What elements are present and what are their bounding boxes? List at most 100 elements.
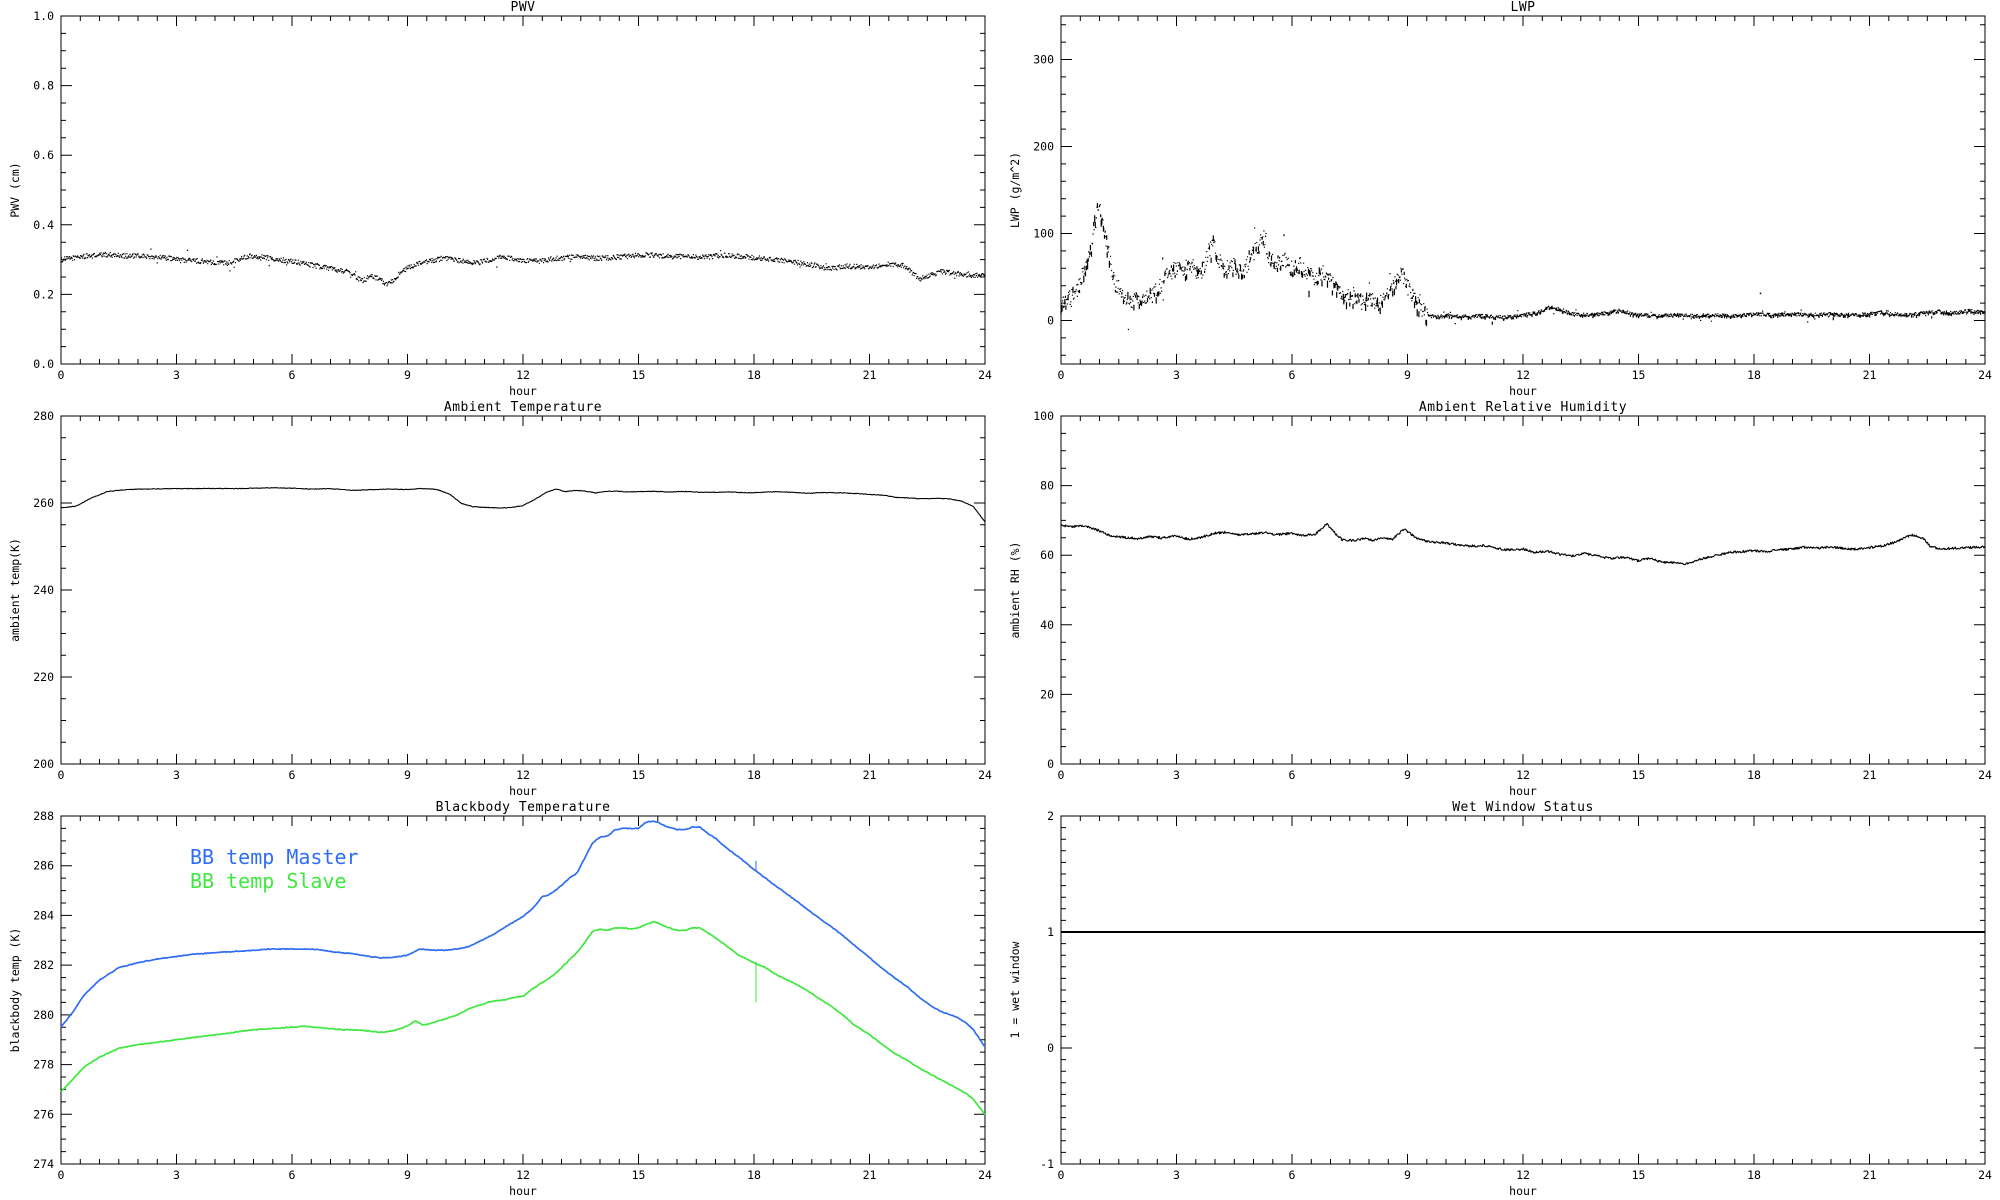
plot-frame [1060, 15, 1986, 365]
y-tick-label: 280 [33, 1008, 54, 1022]
x-tick-label: 24 [1978, 368, 1992, 382]
y-axis-label-ambient-relative-humidity: ambient RH (%) [1008, 542, 1022, 639]
x-axis-label-lwp: hour [1509, 384, 1537, 398]
y-tick-label: 0 [1047, 1041, 1054, 1055]
x-tick-label: 9 [404, 1168, 411, 1182]
y-tick-label: 1.0 [33, 9, 54, 23]
x-tick-label: 9 [1404, 768, 1411, 782]
y-tick-label: 0.8 [33, 79, 54, 93]
x-tick-label: 6 [289, 368, 296, 382]
y-tick-label: 0 [1047, 757, 1054, 771]
x-tick-label: 15 [632, 768, 646, 782]
x-tick-label: 15 [632, 368, 646, 382]
x-axis-label-pwv: hour [509, 384, 537, 398]
plot-area-ambient-relative-humidity: 0 3 6 9 12 15 18 21 24 0 20 40 60 80 100 [1033, 409, 1992, 782]
plot-area-pwv: 0 3 6 9 12 15 18 21 24 0.0 0.2 0.4 0.6 0.8 1.0 [33, 9, 992, 382]
y-tick-label: 282 [33, 958, 54, 972]
legend-item-0: BB temp Master [190, 845, 359, 869]
x-tick-label: 3 [1173, 1168, 1180, 1182]
y-tick-label: 100 [1033, 227, 1054, 241]
axis-ticks [1060, 16, 1986, 364]
series-bb-temp-master [60, 820, 986, 1048]
chart-title-pwv: PWV [511, 0, 536, 15]
series-lwp [1060, 203, 1986, 331]
y-tick-label: 0.6 [33, 148, 54, 162]
x-tick-label: 0 [58, 1168, 65, 1182]
x-tick-label: 18 [747, 368, 761, 382]
x-tick-label: 18 [747, 768, 761, 782]
x-tick-label: 21 [1863, 768, 1877, 782]
x-tick-label: 0 [1058, 368, 1065, 382]
chart-ambient-relative-humidity: Ambient Relative Humidity hour ambient R… [1008, 400, 1992, 798]
y-tick-label: 0.0 [33, 357, 54, 371]
chart-title-ambient-relative-humidity: Ambient Relative Humidity [1419, 400, 1627, 415]
chart-blackbody-temperature: Blackbody Temperature hour blackbody tem… [8, 800, 992, 1198]
chart-ambient-temperature: Ambient Temperature hour ambient temp(K)… [8, 400, 992, 798]
y-tick-label: 200 [33, 757, 54, 771]
x-tick-label: 9 [1404, 368, 1411, 382]
x-tick-label: 21 [1863, 1168, 1877, 1182]
x-tick-label: 12 [1516, 368, 1530, 382]
x-tick-label: 9 [1404, 1168, 1411, 1182]
x-tick-label: 3 [173, 368, 180, 382]
y-tick-label: 200 [1033, 140, 1054, 154]
x-tick-label: 24 [978, 768, 992, 782]
y-tick-label: 260 [33, 496, 54, 510]
axis-ticks [1060, 415, 1986, 765]
x-axis-label-ambient-relative-humidity: hour [1509, 784, 1537, 798]
chart-title-lwp: LWP [1511, 0, 1536, 15]
y-tick-label: 100 [1033, 409, 1054, 423]
x-tick-label: 12 [1516, 1168, 1530, 1182]
chart-title-wet-window-status: Wet Window Status [1452, 800, 1594, 815]
x-tick-label: 24 [1978, 768, 1992, 782]
y-tick-label: 0.2 [33, 287, 54, 301]
x-tick-label: 9 [404, 768, 411, 782]
x-tick-label: 15 [1632, 1168, 1646, 1182]
x-tick-label: 6 [289, 1168, 296, 1182]
y-axis-label-lwp: LWP (g/m^2) [1008, 152, 1022, 228]
plot-area-lwp: 0 3 6 9 12 15 18 21 24 0 100 200 300 [1033, 15, 1992, 382]
y-tick-label: 288 [33, 809, 54, 823]
y-tick-label: 276 [33, 1107, 54, 1121]
x-tick-label: 18 [1747, 768, 1761, 782]
axis-ticks [60, 415, 986, 765]
y-tick-label: 40 [1040, 618, 1054, 632]
chart-title-blackbody-temperature: Blackbody Temperature [436, 800, 611, 815]
x-tick-label: 12 [1516, 768, 1530, 782]
x-tick-label: 0 [1058, 1168, 1065, 1182]
x-tick-label: 3 [1173, 768, 1180, 782]
y-tick-label: 2 [1047, 809, 1054, 823]
y-tick-label: 0.4 [33, 218, 54, 232]
y-tick-label: 60 [1040, 548, 1054, 562]
series-ambient-temp [60, 487, 986, 523]
x-tick-label: 24 [1978, 1168, 1992, 1182]
x-tick-label: 12 [516, 1168, 530, 1182]
y-tick-label: 80 [1040, 479, 1054, 493]
x-tick-label: 6 [1289, 368, 1296, 382]
y-tick-label: 1 [1047, 925, 1054, 939]
series-ambient-rh [1060, 522, 1986, 566]
chart-title-ambient-temperature: Ambient Temperature [444, 400, 602, 415]
axis-ticks [60, 15, 986, 365]
x-tick-label: 0 [58, 768, 65, 782]
y-tick-label: 280 [33, 409, 54, 423]
plot-frame [60, 15, 986, 365]
y-axis-label-pwv: PWV (cm) [8, 162, 22, 217]
x-tick-label: 24 [978, 1168, 992, 1182]
y-tick-label: 220 [33, 670, 54, 684]
x-axis-label-ambient-temperature: hour [509, 784, 537, 798]
y-tick-label: 286 [33, 859, 54, 873]
x-tick-label: 6 [1289, 1168, 1296, 1182]
x-tick-label: 15 [1632, 768, 1646, 782]
x-tick-label: 21 [863, 1168, 877, 1182]
chart-pwv: PWV hour PWV (cm) 0 3 6 9 12 15 18 21 24 0.0 0.2 0.… [8, 0, 992, 398]
y-tick-label: 284 [33, 908, 54, 922]
x-tick-label: 6 [289, 768, 296, 782]
plot-area-blackbody-temperature: 0 3 6 9 12 15 18 21 24 274 276 278 280 282 284 286 288 BB… [33, 809, 992, 1182]
x-tick-label: 12 [516, 768, 530, 782]
outlier-point [1759, 292, 1762, 295]
series-pwv [60, 248, 986, 287]
x-tick-label: 18 [1747, 368, 1761, 382]
